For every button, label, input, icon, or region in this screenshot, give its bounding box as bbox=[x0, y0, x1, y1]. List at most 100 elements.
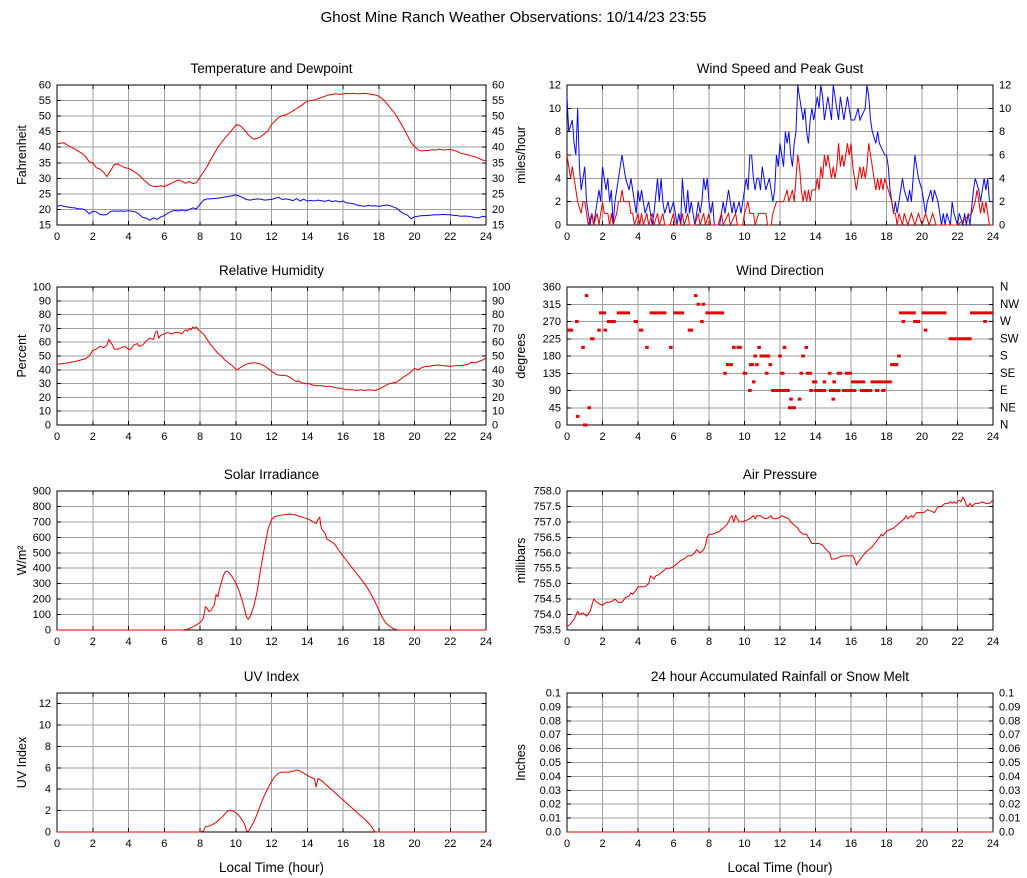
svg-text:0: 0 bbox=[555, 420, 561, 432]
svg-text:0.05: 0.05 bbox=[540, 757, 561, 769]
svg-text:0.05: 0.05 bbox=[999, 757, 1020, 769]
svg-text:20: 20 bbox=[916, 636, 928, 648]
svg-text:6: 6 bbox=[670, 231, 676, 243]
svg-text:12: 12 bbox=[265, 838, 277, 850]
svg-text:756.5: 756.5 bbox=[533, 532, 561, 544]
svg-text:60: 60 bbox=[39, 80, 51, 92]
svg-text:100: 100 bbox=[492, 282, 510, 294]
svg-text:0: 0 bbox=[45, 827, 51, 839]
svg-text:10: 10 bbox=[39, 406, 51, 418]
svg-text:70: 70 bbox=[492, 323, 504, 335]
svg-text:20: 20 bbox=[408, 636, 420, 648]
svg-text:12: 12 bbox=[265, 231, 277, 243]
svg-text:0.01: 0.01 bbox=[999, 813, 1020, 825]
svg-text:12: 12 bbox=[774, 231, 786, 243]
wind-direction-ylabel: degrees bbox=[514, 333, 528, 378]
svg-text:8: 8 bbox=[197, 431, 203, 443]
rainfall-ylabel: Inches bbox=[514, 744, 528, 781]
air-pressure-ylabel: millibars bbox=[514, 538, 528, 584]
svg-text:6: 6 bbox=[670, 838, 676, 850]
svg-text:6: 6 bbox=[161, 838, 167, 850]
dewpoint-line bbox=[56, 194, 487, 221]
svg-text:12: 12 bbox=[39, 698, 51, 710]
air-pressure-line bbox=[566, 496, 994, 628]
svg-text:4: 4 bbox=[635, 231, 641, 243]
svg-text:30: 30 bbox=[492, 173, 504, 185]
svg-text:10: 10 bbox=[999, 103, 1011, 115]
svg-text:0: 0 bbox=[564, 838, 570, 850]
svg-text:757.5: 757.5 bbox=[533, 501, 561, 513]
svg-text:0: 0 bbox=[45, 625, 51, 637]
rainfall-xlabel: Local Time (hour) bbox=[727, 860, 832, 875]
svg-text:4: 4 bbox=[125, 431, 131, 443]
svg-text:20: 20 bbox=[916, 231, 928, 243]
air-pressure-chart: Air Pressure 0 2 4 6 8 10 12 14 16 18 20 22 24 753.5 75… bbox=[514, 457, 1027, 667]
solar-irradiance-ylabel: W/m² bbox=[15, 546, 29, 576]
svg-text:20: 20 bbox=[492, 204, 504, 216]
rainfall-canvas: 24 hour Accumulated Rainfall or Snow Mel… bbox=[514, 669, 1020, 875]
svg-text:2: 2 bbox=[90, 838, 96, 850]
svg-text:60: 60 bbox=[492, 80, 504, 92]
svg-text:24: 24 bbox=[987, 838, 999, 850]
svg-text:0: 0 bbox=[54, 231, 60, 243]
svg-text:4: 4 bbox=[45, 784, 51, 796]
svg-text:16: 16 bbox=[337, 431, 349, 443]
svg-text:8: 8 bbox=[197, 231, 203, 243]
svg-text:758.0: 758.0 bbox=[533, 486, 561, 498]
svg-text:24: 24 bbox=[480, 636, 492, 648]
svg-text:6: 6 bbox=[670, 431, 676, 443]
svg-text:NE: NE bbox=[1000, 402, 1016, 414]
svg-text:4: 4 bbox=[635, 838, 641, 850]
svg-text:90: 90 bbox=[549, 385, 561, 397]
svg-text:0.04: 0.04 bbox=[540, 771, 561, 783]
svg-text:6: 6 bbox=[45, 762, 51, 774]
svg-text:4: 4 bbox=[555, 173, 561, 185]
svg-text:0.07: 0.07 bbox=[999, 729, 1020, 741]
svg-text:SW: SW bbox=[1000, 333, 1019, 345]
svg-text:16: 16 bbox=[337, 838, 349, 850]
svg-text:14: 14 bbox=[301, 636, 313, 648]
svg-text:40: 40 bbox=[492, 142, 504, 154]
svg-text:12: 12 bbox=[774, 431, 786, 443]
svg-text:8: 8 bbox=[197, 636, 203, 648]
rainfall-title: 24 hour Accumulated Rainfall or Snow Mel… bbox=[651, 669, 909, 684]
relative-humidity-ylabel: Percent bbox=[15, 334, 29, 378]
svg-text:4: 4 bbox=[125, 636, 131, 648]
svg-text:55: 55 bbox=[39, 95, 51, 107]
temperature-line bbox=[56, 92, 487, 188]
uv-index-line bbox=[57, 769, 486, 833]
svg-text:22: 22 bbox=[951, 431, 963, 443]
uv-index-xlabel: Local Time (hour) bbox=[219, 860, 324, 875]
svg-text:25: 25 bbox=[39, 188, 51, 200]
svg-text:180: 180 bbox=[543, 351, 561, 363]
uv-index-title: UV Index bbox=[244, 669, 300, 684]
svg-text:80: 80 bbox=[492, 309, 504, 321]
svg-text:225: 225 bbox=[543, 333, 561, 345]
svg-text:12: 12 bbox=[549, 80, 561, 92]
svg-text:2: 2 bbox=[599, 636, 605, 648]
svg-text:40: 40 bbox=[492, 364, 504, 376]
svg-text:16: 16 bbox=[845, 231, 857, 243]
air-pressure-title: Air Pressure bbox=[743, 467, 817, 482]
svg-text:10: 10 bbox=[738, 636, 750, 648]
svg-text:10: 10 bbox=[230, 431, 242, 443]
svg-text:8: 8 bbox=[999, 126, 1005, 138]
page-title: Ghost Mine Ranch Weather Observations: 1… bbox=[320, 9, 707, 26]
solar-irradiance-line bbox=[57, 513, 486, 631]
svg-text:2: 2 bbox=[599, 231, 605, 243]
svg-text:20: 20 bbox=[492, 392, 504, 404]
svg-text:45: 45 bbox=[492, 126, 504, 138]
svg-text:NW: NW bbox=[1000, 299, 1019, 311]
svg-text:0.06: 0.06 bbox=[540, 743, 561, 755]
svg-text:20: 20 bbox=[39, 392, 51, 404]
svg-text:10: 10 bbox=[230, 231, 242, 243]
svg-text:757.0: 757.0 bbox=[533, 516, 561, 528]
svg-text:16: 16 bbox=[845, 431, 857, 443]
svg-text:24: 24 bbox=[480, 838, 492, 850]
svg-text:6: 6 bbox=[555, 150, 561, 162]
svg-text:22: 22 bbox=[444, 431, 456, 443]
temperature-dewpoint-ylabel: Fahrenheit bbox=[15, 125, 29, 185]
svg-text:14: 14 bbox=[809, 636, 821, 648]
wind-speed-gust-title: Wind Speed and Peak Gust bbox=[697, 61, 864, 76]
